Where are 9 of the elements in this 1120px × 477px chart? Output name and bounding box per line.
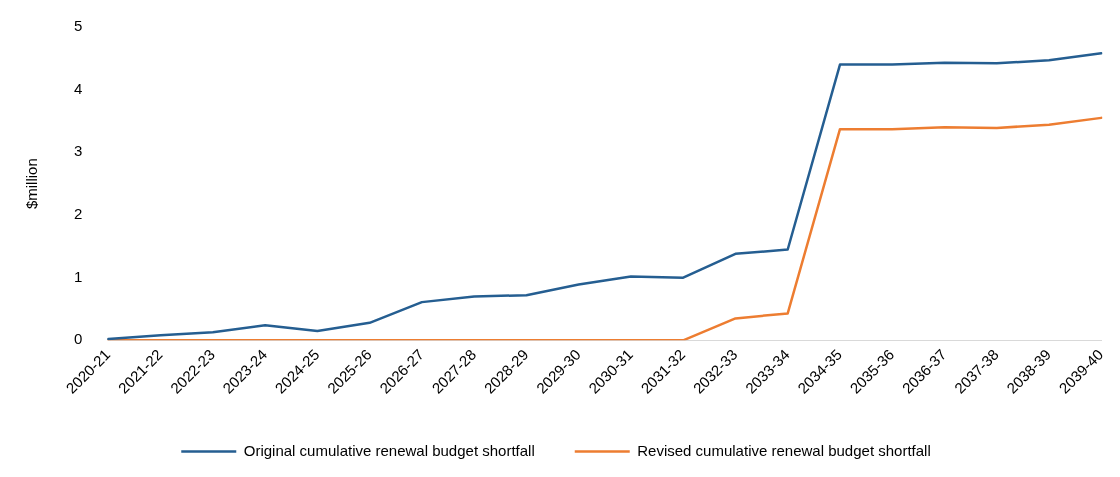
- legend-label: Original cumulative renewal budget shortfall: [243, 441, 535, 459]
- legend-label: Revised cumulative renewal budget shortfall: [637, 441, 931, 459]
- y-tick-label: 0: [74, 330, 83, 348]
- y-tick-label: 4: [74, 79, 83, 97]
- y-axis-title: $million: [23, 158, 41, 210]
- y-tick-label: 1: [74, 267, 83, 285]
- y-tick-label: 3: [74, 142, 83, 160]
- y-tick-label: 2: [74, 205, 83, 223]
- y-tick-label: 5: [74, 17, 83, 35]
